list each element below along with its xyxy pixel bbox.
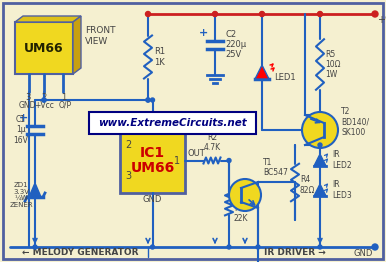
Circle shape xyxy=(42,98,46,102)
Text: R3
22K: R3 22K xyxy=(234,204,249,223)
Text: 2: 2 xyxy=(125,140,131,150)
Text: T2
BD140/
SK100: T2 BD140/ SK100 xyxy=(341,107,369,137)
Circle shape xyxy=(146,98,150,102)
Text: C1
1µ
16V: C1 1µ 16V xyxy=(14,115,29,145)
Circle shape xyxy=(372,11,378,17)
Text: IR DRIVER →: IR DRIVER → xyxy=(264,248,326,257)
Text: R4
82Ω: R4 82Ω xyxy=(300,175,315,195)
Text: IC1: IC1 xyxy=(140,146,165,160)
Circle shape xyxy=(229,179,261,211)
Circle shape xyxy=(151,98,154,102)
Text: +9V: +9V xyxy=(377,15,386,25)
FancyBboxPatch shape xyxy=(89,112,256,134)
Text: Vcc: Vcc xyxy=(145,117,160,126)
Text: +: + xyxy=(19,113,29,123)
Polygon shape xyxy=(15,16,81,22)
Text: IR
LED2: IR LED2 xyxy=(332,150,352,170)
Text: R1
1K: R1 1K xyxy=(154,47,165,67)
Text: 1: 1 xyxy=(61,93,67,102)
Circle shape xyxy=(151,245,154,249)
Text: ZD1
3.3V
¼W
ZENER: ZD1 3.3V ¼W ZENER xyxy=(9,182,33,208)
Circle shape xyxy=(318,143,322,147)
Text: UM66: UM66 xyxy=(130,161,174,175)
Circle shape xyxy=(227,159,231,162)
Text: ← MELODY GENERATOR: ← MELODY GENERATOR xyxy=(22,248,138,257)
Text: GND: GND xyxy=(354,249,373,258)
FancyBboxPatch shape xyxy=(120,128,185,193)
Text: C2
220µ
25V: C2 220µ 25V xyxy=(225,30,246,59)
Text: GND: GND xyxy=(18,101,36,110)
Circle shape xyxy=(259,12,264,17)
Circle shape xyxy=(146,12,151,17)
Circle shape xyxy=(372,244,378,250)
Circle shape xyxy=(213,12,217,16)
Circle shape xyxy=(260,12,264,16)
Text: 1: 1 xyxy=(174,156,180,166)
Text: FRONT
VIEW: FRONT VIEW xyxy=(85,26,115,46)
Circle shape xyxy=(318,245,322,249)
Circle shape xyxy=(227,245,231,249)
Circle shape xyxy=(33,245,37,249)
Text: GND: GND xyxy=(143,195,162,204)
Text: +: + xyxy=(200,28,208,37)
Circle shape xyxy=(146,98,150,102)
Polygon shape xyxy=(314,154,326,166)
Text: O/P: O/P xyxy=(58,101,71,110)
Text: 3: 3 xyxy=(125,171,131,181)
Text: www.ExtremeCircuits.net: www.ExtremeCircuits.net xyxy=(98,118,246,128)
Circle shape xyxy=(42,98,46,102)
Text: R5
10Ω
1W: R5 10Ω 1W xyxy=(325,50,340,79)
Polygon shape xyxy=(29,183,41,197)
Circle shape xyxy=(302,112,338,148)
Circle shape xyxy=(318,12,322,17)
Circle shape xyxy=(256,245,260,249)
Text: T1
BC547: T1 BC547 xyxy=(263,158,288,177)
Text: R2
4.7K: R2 4.7K xyxy=(203,133,220,152)
Polygon shape xyxy=(255,65,269,79)
Text: 3: 3 xyxy=(25,93,31,102)
Circle shape xyxy=(318,12,322,16)
Text: +Vcc: +Vcc xyxy=(34,101,54,110)
Text: UM66: UM66 xyxy=(24,41,64,54)
Polygon shape xyxy=(314,184,326,196)
Text: IR
LED3: IR LED3 xyxy=(332,180,352,200)
Polygon shape xyxy=(73,16,81,74)
Text: OUT: OUT xyxy=(187,150,205,159)
Circle shape xyxy=(213,12,217,17)
FancyBboxPatch shape xyxy=(15,22,73,74)
FancyBboxPatch shape xyxy=(3,3,383,259)
Text: LED1: LED1 xyxy=(274,73,296,81)
Text: 2: 2 xyxy=(41,93,47,102)
